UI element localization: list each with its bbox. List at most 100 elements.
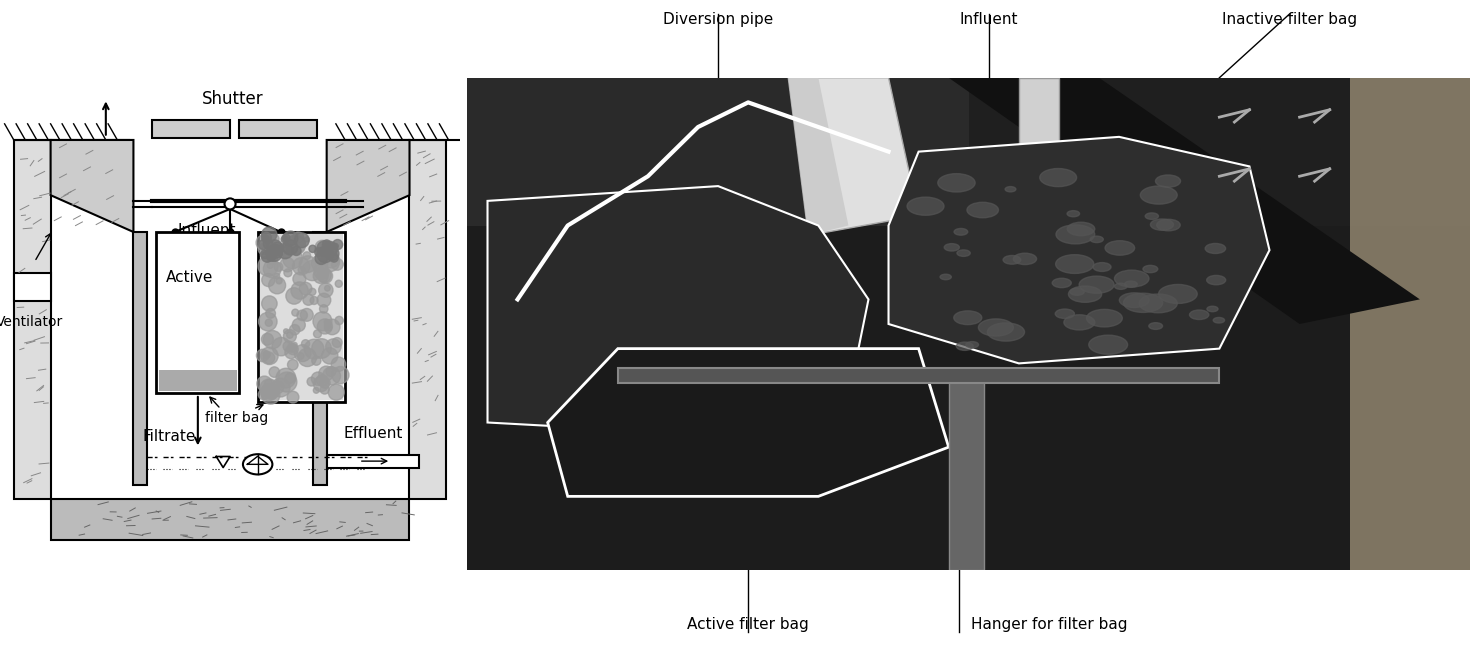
Circle shape (319, 366, 334, 381)
Circle shape (322, 251, 340, 268)
Circle shape (1055, 309, 1075, 318)
Circle shape (320, 253, 340, 272)
Circle shape (331, 357, 345, 371)
Circle shape (285, 288, 303, 304)
Circle shape (303, 260, 322, 281)
Circle shape (320, 241, 337, 257)
Circle shape (301, 340, 310, 348)
Bar (260, 235, 343, 400)
Circle shape (1123, 293, 1163, 312)
Circle shape (988, 323, 1025, 341)
Circle shape (1114, 283, 1127, 290)
Circle shape (293, 342, 297, 347)
Circle shape (270, 235, 279, 243)
Circle shape (262, 386, 279, 404)
Circle shape (285, 235, 306, 255)
Circle shape (318, 294, 331, 307)
Bar (617, 368, 1219, 383)
Circle shape (1089, 335, 1127, 354)
Circle shape (320, 260, 326, 266)
Circle shape (293, 318, 306, 332)
Circle shape (335, 316, 344, 325)
Circle shape (268, 262, 273, 268)
Circle shape (309, 245, 316, 253)
Circle shape (287, 332, 293, 338)
Circle shape (326, 367, 337, 376)
Bar (13, 140, 50, 499)
Circle shape (272, 338, 291, 356)
Circle shape (1105, 240, 1135, 255)
Circle shape (263, 330, 282, 349)
Circle shape (285, 346, 297, 359)
Bar (156, 232, 240, 393)
Text: Inactive filter bag: Inactive filter bag (1222, 12, 1357, 27)
Circle shape (313, 264, 329, 279)
Circle shape (312, 255, 328, 272)
Circle shape (262, 232, 272, 242)
Circle shape (284, 269, 293, 277)
Circle shape (310, 297, 318, 305)
Circle shape (256, 235, 272, 251)
Circle shape (325, 242, 334, 250)
Circle shape (332, 338, 343, 347)
Circle shape (907, 197, 944, 215)
Circle shape (259, 389, 268, 399)
Circle shape (319, 305, 328, 313)
Circle shape (276, 278, 282, 284)
Circle shape (1069, 286, 1101, 303)
Polygon shape (50, 140, 134, 232)
Circle shape (1067, 222, 1095, 236)
Circle shape (269, 367, 279, 377)
Circle shape (262, 273, 275, 286)
Circle shape (288, 343, 297, 353)
Circle shape (966, 341, 979, 348)
Circle shape (313, 376, 329, 391)
Circle shape (263, 351, 270, 358)
Bar (151, 120, 229, 137)
Circle shape (318, 319, 332, 334)
Circle shape (281, 257, 294, 272)
Circle shape (1005, 187, 1016, 192)
Circle shape (318, 246, 334, 262)
Circle shape (278, 243, 293, 259)
Circle shape (263, 239, 273, 249)
Circle shape (332, 259, 343, 270)
Circle shape (335, 280, 343, 287)
Circle shape (1189, 310, 1208, 319)
Circle shape (318, 268, 331, 283)
Circle shape (293, 272, 306, 286)
Circle shape (266, 240, 282, 256)
Bar (1349, 78, 1470, 570)
Circle shape (260, 379, 279, 398)
Circle shape (1207, 307, 1219, 312)
Circle shape (329, 254, 338, 262)
Circle shape (260, 250, 269, 259)
Circle shape (313, 330, 322, 338)
Circle shape (1070, 288, 1085, 295)
Circle shape (284, 231, 298, 246)
Circle shape (315, 240, 329, 255)
Circle shape (284, 244, 293, 253)
Circle shape (322, 367, 341, 385)
Circle shape (269, 245, 282, 258)
Circle shape (1064, 315, 1095, 330)
Bar (326, 455, 419, 468)
Circle shape (322, 242, 338, 257)
Circle shape (272, 381, 284, 393)
Circle shape (1094, 262, 1111, 272)
Circle shape (1013, 253, 1036, 264)
Circle shape (332, 244, 338, 249)
Circle shape (1067, 211, 1079, 217)
Circle shape (300, 283, 312, 295)
Circle shape (967, 202, 998, 218)
Circle shape (256, 349, 269, 362)
Circle shape (259, 312, 276, 331)
Text: filter bag: filter bag (206, 411, 269, 426)
Text: Hanger for filter bag: Hanger for filter bag (970, 618, 1127, 632)
Circle shape (262, 251, 273, 262)
Circle shape (285, 373, 295, 384)
Text: Filtrate: Filtrate (143, 429, 196, 445)
Circle shape (265, 319, 272, 327)
Circle shape (307, 377, 316, 386)
Circle shape (316, 248, 320, 253)
